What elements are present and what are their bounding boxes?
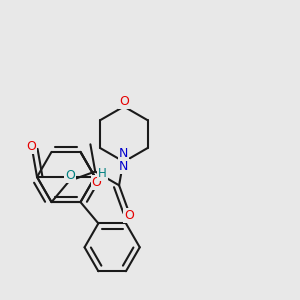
Text: N: N [119,160,129,173]
Text: O: O [92,176,101,189]
Text: O: O [119,94,129,108]
Text: O: O [65,169,75,182]
Text: O: O [26,140,36,153]
Text: O: O [124,209,134,222]
Text: H: H [98,167,107,180]
Text: N: N [118,147,128,160]
